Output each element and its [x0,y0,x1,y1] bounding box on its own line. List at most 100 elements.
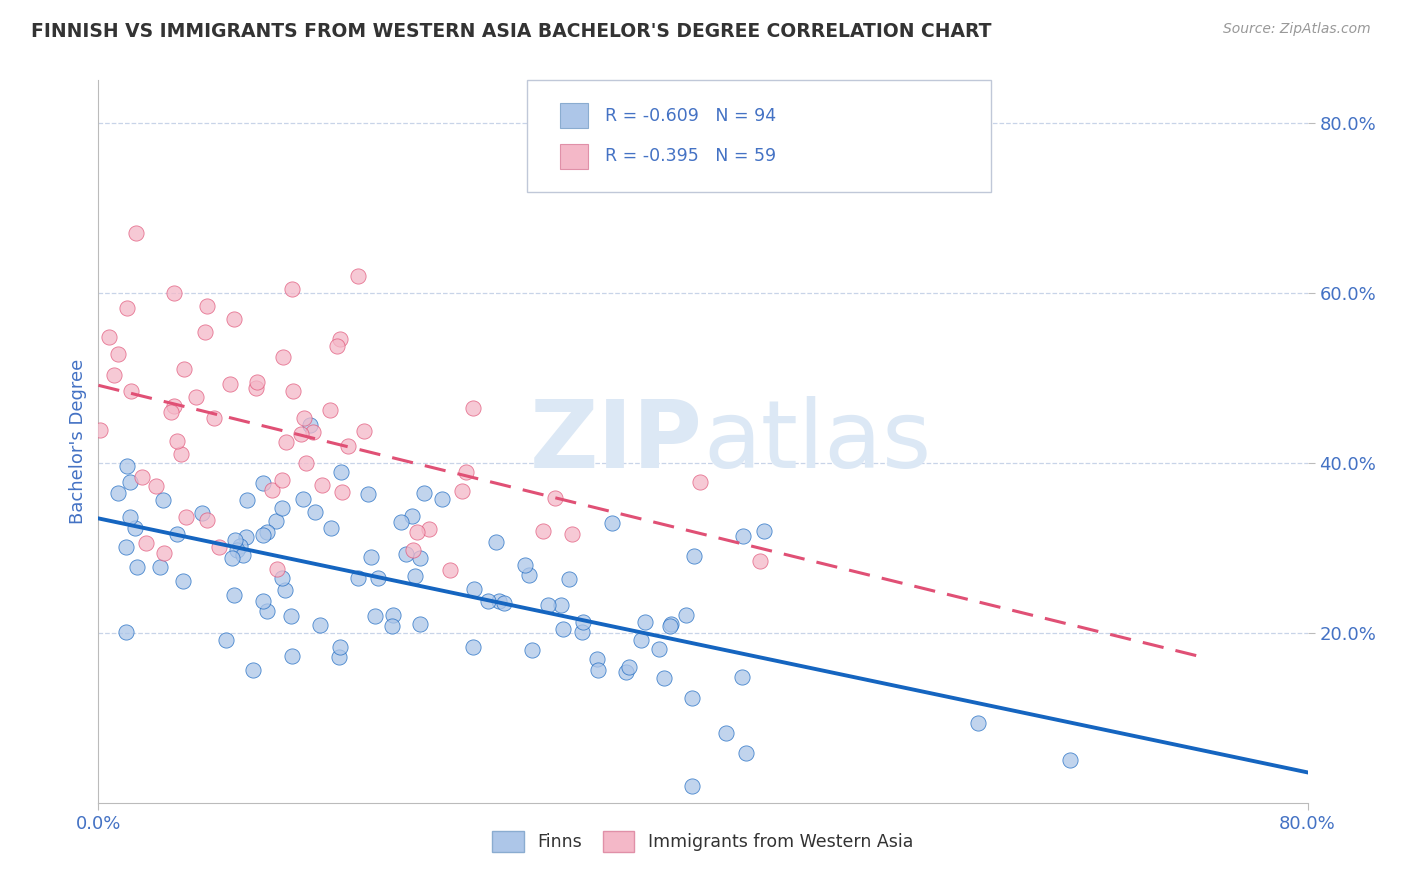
Y-axis label: Bachelor's Degree: Bachelor's Degree [69,359,87,524]
Point [531,524,554,538]
Point [319,403,342,417]
Point [754,524,776,538]
Point [125,227,148,241]
Point [152,546,174,560]
Point [215,632,238,647]
Point [748,554,770,568]
Point [235,530,257,544]
Point [302,425,325,439]
Point [731,670,754,684]
Point [681,779,703,793]
Point [149,560,172,574]
Point [103,368,125,382]
Point [173,362,195,376]
Point [326,339,349,353]
Point [292,411,315,425]
Point [219,376,242,391]
Point [304,505,326,519]
Point [336,439,359,453]
Point [274,434,297,449]
Point [226,542,249,557]
Point [120,384,142,398]
Point [208,540,231,554]
Point [309,618,332,632]
Point [252,475,274,490]
Point [1059,753,1081,767]
Point [229,539,252,553]
Point [166,527,188,541]
Point [107,346,129,360]
Point [430,491,453,506]
Point [463,401,485,416]
Point [170,447,193,461]
Point [731,529,754,543]
Point [270,571,292,585]
Point [395,547,418,561]
Point [404,569,426,583]
Point [135,536,157,550]
Point [281,281,304,295]
Point [131,469,153,483]
Point [586,652,609,666]
Point [360,549,382,564]
Point [160,404,183,418]
Text: R = -0.395   N = 59: R = -0.395 N = 59 [605,147,776,165]
Point [382,607,405,622]
Point [367,571,389,585]
Point [222,312,245,326]
Point [328,332,350,346]
Point [329,640,352,654]
Point [617,660,640,674]
Point [634,615,657,629]
Point [266,514,288,528]
Point [271,473,294,487]
Point [107,485,129,500]
Point [115,458,138,473]
Point [124,521,146,535]
Point [246,376,269,390]
Point [232,548,254,562]
Point [652,671,675,685]
Point [236,492,259,507]
Point [328,649,350,664]
Point [492,596,515,610]
Point [202,411,225,425]
Point [321,521,343,535]
Point [402,543,425,558]
Point [152,493,174,508]
Point [659,616,682,631]
Point [675,608,697,623]
Point [330,465,353,479]
Point [260,483,283,497]
Point [194,325,217,339]
Point [294,456,316,470]
Point [221,550,243,565]
Point [252,527,274,541]
Point [163,285,186,300]
Point [98,330,121,344]
Point [439,563,461,577]
Point [558,572,581,586]
Point [409,551,432,566]
Point [357,487,380,501]
Point [299,418,322,433]
Point [689,475,711,489]
Point [517,567,540,582]
Point [364,609,387,624]
Point [520,643,543,657]
Point [586,664,609,678]
Point [614,665,637,679]
Text: Source: ZipAtlas.com: Source: ZipAtlas.com [1223,22,1371,37]
Point [89,423,111,437]
Point [681,691,703,706]
Text: R = -0.609   N = 94: R = -0.609 N = 94 [605,107,776,125]
Point [120,510,142,524]
Point [553,622,575,636]
Legend: Finns, Immigrants from Western Asia: Finns, Immigrants from Western Asia [485,824,921,859]
Point [461,640,484,654]
Point [280,609,302,624]
Point [292,492,315,507]
Point [197,299,219,313]
Point [381,619,404,633]
Point [281,384,304,399]
